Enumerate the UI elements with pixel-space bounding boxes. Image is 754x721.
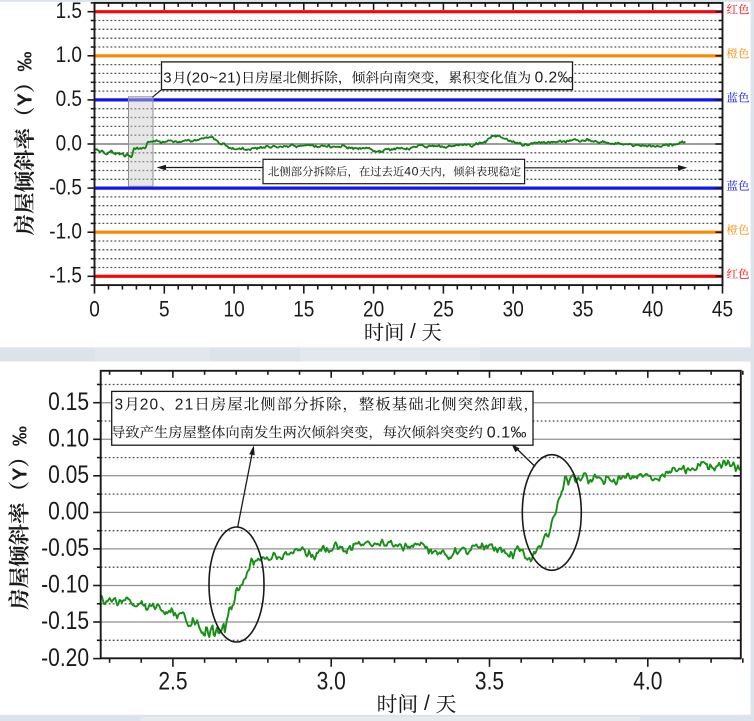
- svg-text:25: 25: [433, 297, 454, 322]
- svg-text:-1.0: -1.0: [49, 219, 82, 244]
- svg-text:/: /: [424, 692, 430, 715]
- svg-text:40: 40: [404, 165, 419, 179]
- svg-text:35: 35: [572, 297, 593, 322]
- svg-text:-0.15: -0.15: [41, 607, 89, 635]
- svg-text:0: 0: [89, 297, 100, 322]
- svg-text:21: 21: [175, 397, 195, 414]
- svg-text:45: 45: [712, 297, 733, 322]
- svg-text:‰: ‰: [9, 426, 31, 446]
- svg-text:0.2‰: 0.2‰: [535, 70, 574, 87]
- svg-text:-0.05: -0.05: [41, 533, 89, 561]
- svg-text:(20~21): (20~21): [186, 70, 241, 87]
- svg-text:0.15: 0.15: [48, 387, 89, 415]
- svg-text:1.0: 1.0: [56, 43, 82, 68]
- svg-text:4.0: 4.0: [633, 667, 662, 695]
- svg-text:0.10: 0.10: [48, 424, 89, 452]
- svg-text:0.5: 0.5: [56, 87, 82, 112]
- svg-text:-0.10: -0.10: [41, 570, 89, 598]
- svg-text:3: 3: [115, 397, 124, 414]
- svg-text:5: 5: [159, 297, 170, 322]
- svg-text:-0.5: -0.5: [49, 175, 82, 200]
- svg-text:2.5: 2.5: [158, 667, 187, 695]
- svg-text:-0.20: -0.20: [41, 643, 89, 671]
- svg-text:0.05: 0.05: [48, 460, 89, 488]
- svg-text:30: 30: [503, 297, 524, 322]
- svg-text:Y: Y: [9, 467, 31, 481]
- svg-text:20: 20: [363, 297, 384, 322]
- svg-text:0.00: 0.00: [48, 497, 89, 525]
- svg-text:3.5: 3.5: [475, 667, 504, 695]
- svg-text:3: 3: [163, 70, 171, 87]
- svg-text:3.0: 3.0: [317, 667, 346, 695]
- svg-text:/: /: [410, 321, 416, 343]
- svg-text:15: 15: [293, 297, 314, 322]
- svg-text:40: 40: [642, 297, 663, 322]
- svg-text:0.0: 0.0: [56, 131, 82, 156]
- svg-text:0.1‰: 0.1‰: [487, 424, 527, 441]
- svg-text:-1.5: -1.5: [49, 263, 82, 288]
- svg-text:20: 20: [140, 397, 160, 414]
- svg-text:Y: Y: [15, 92, 37, 106]
- svg-text:1.5: 1.5: [56, 0, 82, 23]
- svg-text:10: 10: [224, 297, 245, 322]
- svg-text:‰: ‰: [15, 52, 37, 72]
